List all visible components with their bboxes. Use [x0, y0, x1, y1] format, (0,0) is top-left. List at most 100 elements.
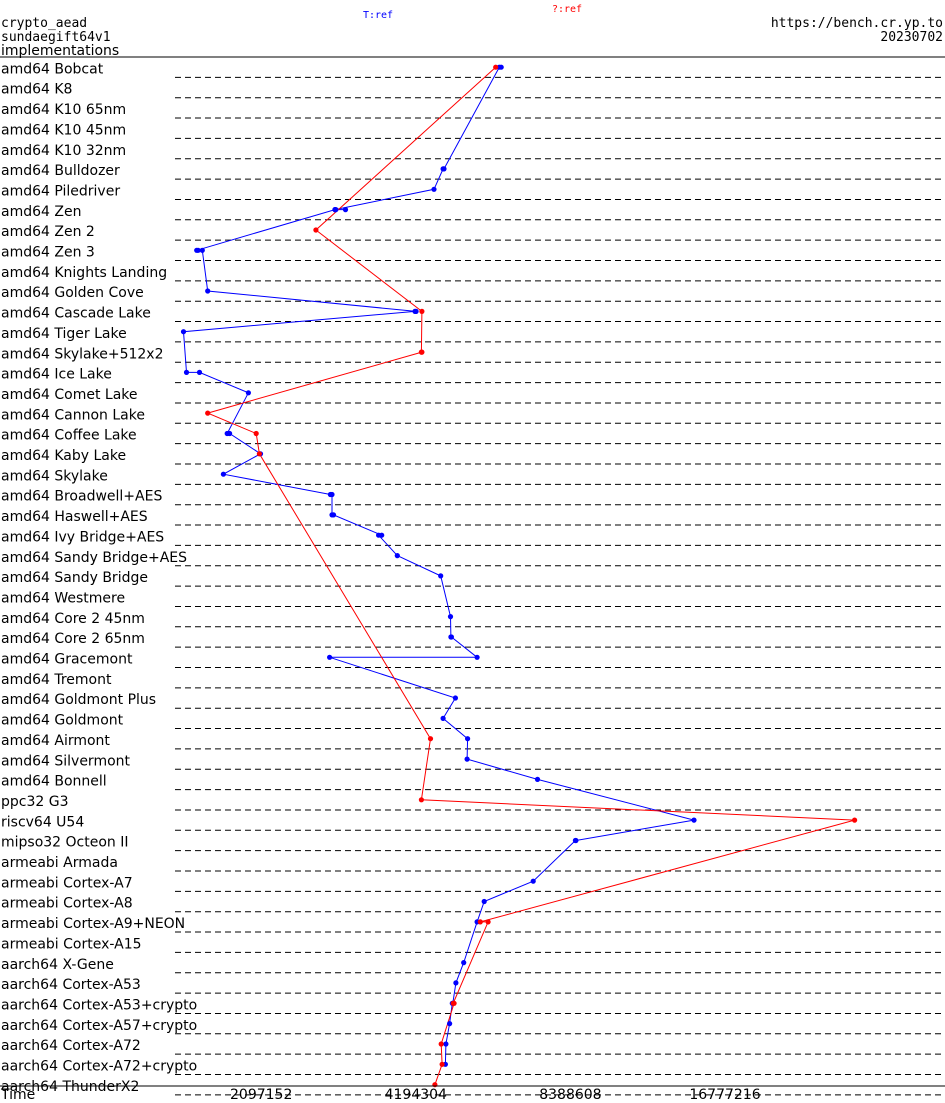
- data-point: [443, 1041, 449, 1047]
- source-url: https://bench.cr.yp.to: [771, 16, 943, 31]
- row-label: amd64 Skylake+512x2: [1, 346, 163, 362]
- row-label: amd64 Gracemont: [1, 652, 133, 668]
- row-labels: amd64 Bobcat amd64 K8 amd64 K10 65nm amd64 …: [1, 61, 945, 1096]
- row-label: amd64 K10 65nm: [1, 102, 126, 118]
- data-point: [196, 369, 203, 375]
- data-point: [440, 715, 446, 722]
- data-point: [481, 898, 487, 905]
- data-point: [474, 654, 480, 660]
- data-point: [227, 430, 233, 437]
- row-label: amd64 Cascade Lake: [1, 306, 151, 322]
- data-point: [852, 817, 858, 823]
- row-label: amd64 K10 45nm: [1, 122, 126, 138]
- data-point: [183, 369, 190, 375]
- row-label: amd64 Silvermont: [1, 753, 131, 769]
- row-label: aarch64 Cortex-A72: [1, 1038, 141, 1054]
- row-label: amd64 Tiger Lake: [1, 326, 127, 342]
- row-label: amd64 Tremont: [1, 672, 112, 688]
- x-tick-label: 4194304: [385, 1087, 447, 1103]
- data-point: [329, 491, 335, 498]
- data-point: [438, 573, 444, 579]
- data-point: [530, 878, 536, 884]
- row-label: amd64 Knights Landing: [1, 265, 167, 281]
- data-point: [253, 430, 259, 437]
- row-label: armeabi Cortex-A15: [1, 936, 142, 952]
- row-label: aarch64 X-Gene: [1, 957, 114, 973]
- data-point: [534, 776, 541, 783]
- data-point: [438, 1041, 444, 1047]
- row-label: riscv64 U54: [1, 814, 84, 830]
- data-point: [180, 329, 187, 335]
- row-label: amd64 Core 2 65nm: [1, 631, 145, 647]
- data-point: [572, 837, 579, 844]
- data-point: [464, 756, 470, 762]
- row-label: amd64 Piledriver: [1, 183, 120, 199]
- data-point: [496, 64, 502, 70]
- data-point: [313, 227, 319, 233]
- row-label: amd64 Haswell+AES: [1, 509, 148, 525]
- row-label: amd64 K8: [1, 82, 72, 98]
- data-point: [418, 797, 424, 803]
- row-label: aarch64 Cortex-A53+crypto: [1, 997, 197, 1013]
- data-point: [256, 451, 262, 457]
- data-point: [477, 919, 483, 925]
- data-point: [440, 166, 446, 172]
- data-point: [461, 960, 467, 966]
- data-point: [419, 349, 425, 355]
- row-label: amd64 Zen: [1, 204, 81, 220]
- row-label: amd64 Cannon Lake: [1, 407, 145, 423]
- data-point: [447, 1021, 453, 1027]
- data-point: [465, 736, 471, 742]
- row-label: amd64 Sandy Bridge: [1, 570, 148, 586]
- data-point: [447, 614, 454, 620]
- data-point: [394, 553, 400, 559]
- data-point: [493, 64, 499, 70]
- row-label: armeabi Cortex-A7: [1, 875, 133, 891]
- data-point: [327, 654, 333, 660]
- data-point: [448, 634, 454, 640]
- row-label: armeabi Armada: [1, 855, 118, 871]
- data-point: [205, 410, 211, 416]
- x-axis-label: Time: [0, 1087, 35, 1103]
- row-label: amd64 Zen 2: [1, 224, 95, 240]
- data-point: [342, 207, 349, 213]
- row-label: amd64 Broadwell+AES: [1, 489, 162, 505]
- data-point: [452, 695, 458, 701]
- row-label: amd64 Coffee Lake: [1, 428, 137, 444]
- row-label: amd64 Goldmont: [1, 713, 124, 729]
- row-label: amd64 Ice Lake: [1, 367, 112, 383]
- row-label: aarch64 Cortex-A72+crypto: [1, 1059, 197, 1075]
- data-point: [453, 980, 459, 986]
- data-point: [205, 288, 211, 294]
- series-line: [206, 66, 855, 1085]
- data-point: [439, 1061, 445, 1067]
- row-label: amd64 Westmere: [1, 590, 125, 606]
- series-lines: [182, 66, 855, 1085]
- row-label: ppc32 G3: [1, 794, 69, 810]
- data-point: [245, 390, 251, 396]
- data-point: [376, 532, 382, 538]
- data-point: [195, 247, 201, 253]
- row-label: aarch64 Cortex-A57+crypto: [1, 1018, 197, 1034]
- primitive-name: crypto_aead: [1, 16, 87, 31]
- data-point: [691, 817, 697, 823]
- row-label: armeabi Cortex-A8: [1, 896, 133, 912]
- row-label: mipso32 Octeon II: [1, 835, 129, 851]
- series-line: [182, 66, 695, 1065]
- series-label-q: ?:ref: [552, 4, 582, 15]
- x-tick-label: 8388608: [539, 1087, 601, 1103]
- x-axis-ticks: 2097152 4194304 8388608 16777216: [230, 1087, 761, 1103]
- section-label: implementations: [1, 43, 119, 59]
- data-point: [412, 308, 418, 314]
- row-label: amd64 Bulldozer: [1, 163, 120, 179]
- row-label: amd64 Kaby Lake: [1, 448, 126, 464]
- row-label: amd64 Bobcat: [1, 61, 104, 77]
- row-label: amd64 Skylake: [1, 468, 108, 484]
- row-label: amd64 Sandy Bridge+AES: [1, 550, 187, 566]
- data-point: [419, 308, 425, 314]
- data-point: [220, 471, 226, 477]
- series-label-t: T:ref: [363, 10, 393, 21]
- data-point: [431, 186, 437, 192]
- row-label: aarch64 ThunderX2: [1, 1079, 139, 1095]
